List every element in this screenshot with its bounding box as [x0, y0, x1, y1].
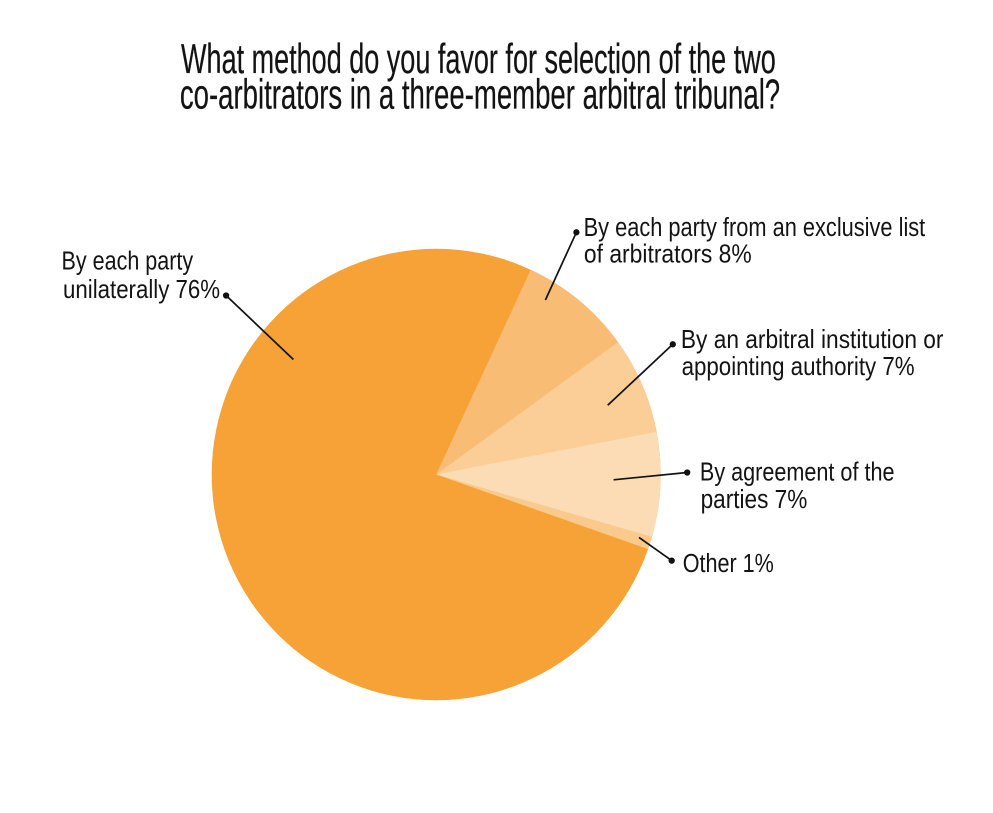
- svg-text:parties 7%: parties 7%: [701, 486, 808, 515]
- svg-text:What method do you favor for s: What method do you favor for selection o…: [181, 36, 776, 82]
- svg-text:appointing authority 7%: appointing authority 7%: [682, 353, 915, 382]
- svg-text:By agreement of the: By agreement of the: [700, 459, 895, 487]
- svg-text:co-arbitrators in a three-memb: co-arbitrators in a three-member arbitra…: [180, 71, 780, 118]
- svg-text:By each party: By each party: [62, 248, 194, 276]
- svg-text:of arbitrators 8%: of arbitrators 8%: [584, 240, 752, 268]
- svg-text:unilaterally 76%: unilaterally 76%: [63, 275, 220, 304]
- svg-text:Other 1%: Other 1%: [683, 550, 774, 578]
- svg-text:By an arbitral institution or: By an arbitral institution or: [681, 326, 944, 355]
- svg-text:By each party from an exclusiv: By each party from an exclusive list: [584, 215, 926, 243]
